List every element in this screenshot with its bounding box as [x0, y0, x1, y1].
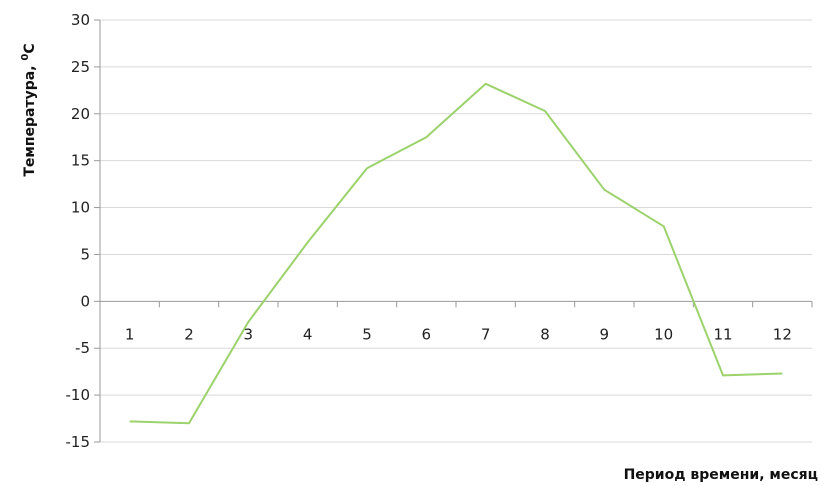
y-axis-title: Температура, 0C [20, 43, 38, 176]
y-tick-label: -5 [75, 339, 90, 357]
gridlines [94, 19, 812, 443]
x-tick-label: 3 [244, 325, 254, 343]
x-tick-label: 8 [540, 325, 550, 343]
y-tick-label: 10 [71, 199, 90, 217]
y-tick-label: 15 [71, 152, 90, 170]
y-axis-title-unit: C [22, 43, 38, 53]
x-tick-label: 2 [184, 325, 194, 343]
y-tick-label: 25 [71, 58, 90, 76]
x-tick-label: 6 [422, 325, 432, 343]
x-tick-label: 11 [713, 325, 732, 343]
y-axis-title-superscript: 0 [20, 54, 31, 61]
y-tick-label: 30 [71, 11, 90, 29]
y-tick-label: -10 [66, 386, 91, 404]
y-tick-label: 5 [80, 245, 90, 263]
series [129, 82, 783, 425]
x-tick-label: 12 [773, 325, 792, 343]
y-tick-label: 0 [80, 292, 90, 310]
x-tick-label: 4 [303, 325, 313, 343]
y-axis-title-text: Температура, [22, 61, 38, 177]
axes [99, 20, 813, 442]
y-tick-label: -15 [66, 433, 91, 451]
x-tick-labels: 1 2 3 4 5 6 7 8 9 10 11 12 [125, 325, 792, 343]
series-line [129, 82, 783, 425]
x-tick-label: 5 [362, 325, 372, 343]
x-axis-title: Период времени, месяц [624, 467, 818, 483]
x-tick-label: 7 [481, 325, 491, 343]
x-tick-label: 10 [654, 325, 673, 343]
x-tick-label: 9 [600, 325, 610, 343]
y-tick-label: 20 [71, 105, 90, 123]
y-tick-labels: 30 25 20 15 10 5 0 -5 -10 -15 [66, 11, 91, 451]
x-tick-label: 1 [125, 325, 135, 343]
